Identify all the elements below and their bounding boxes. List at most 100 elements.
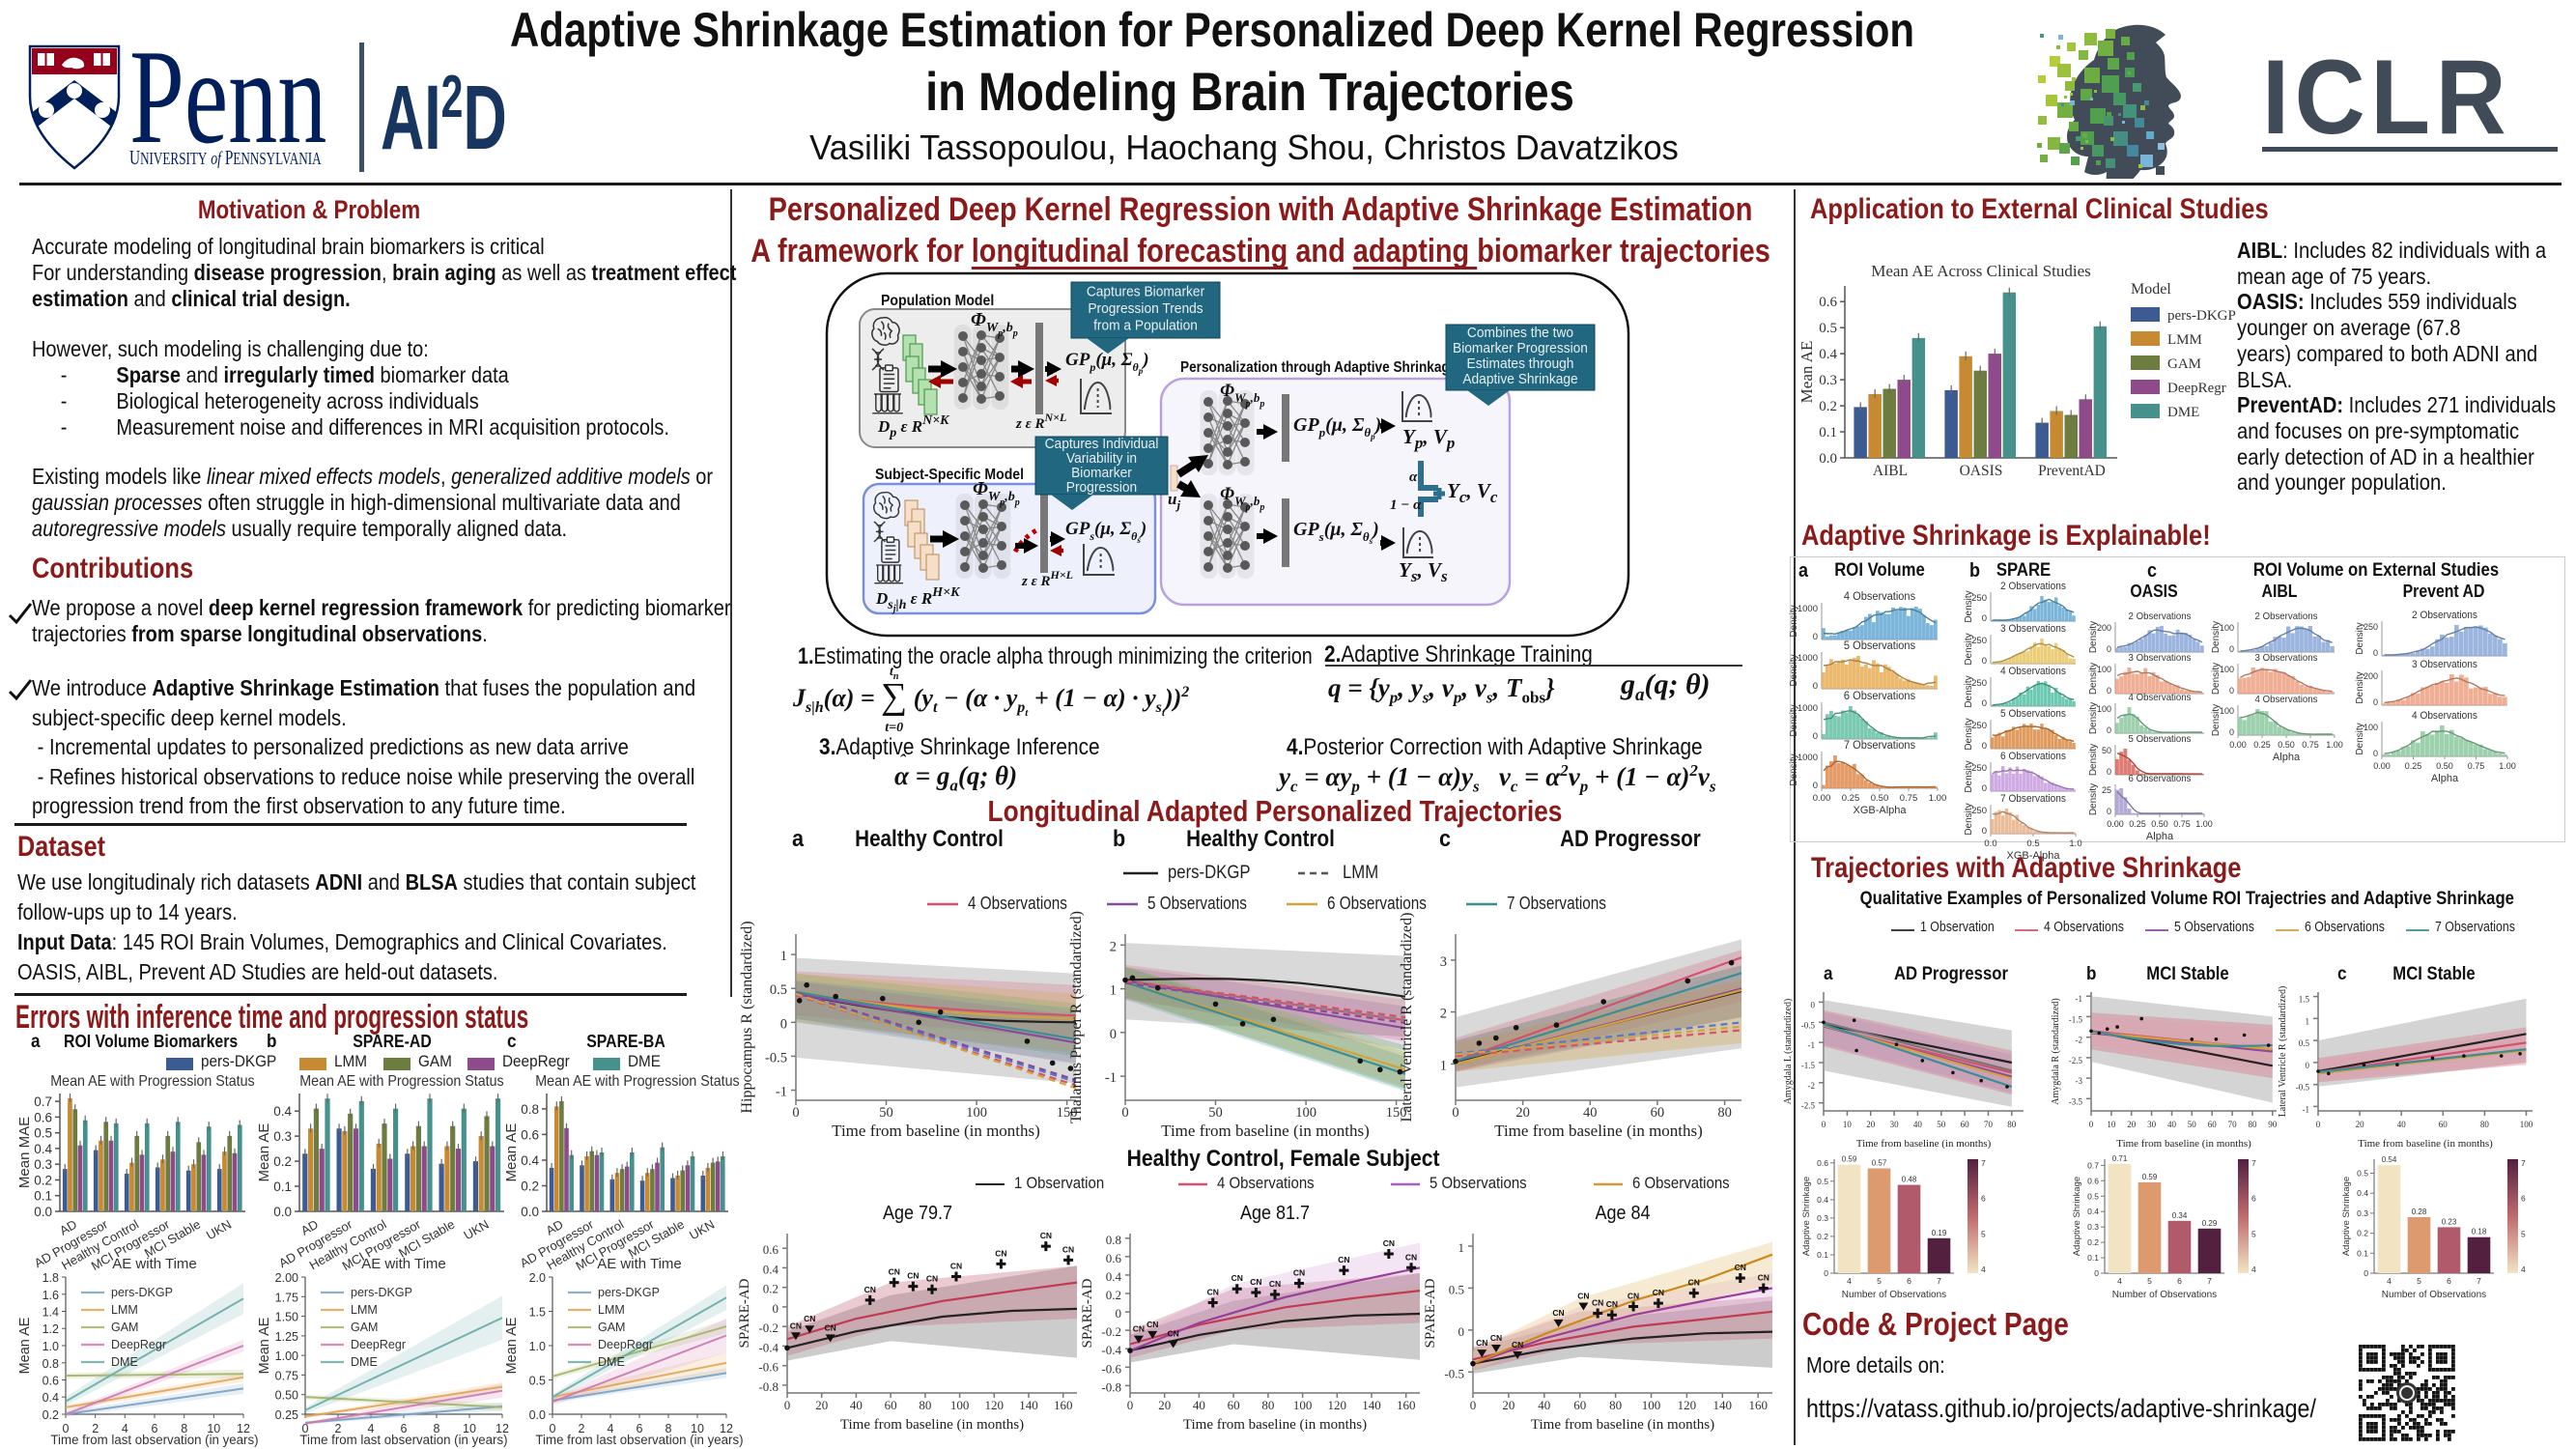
svg-text:CN: CN <box>1293 1268 1305 1278</box>
svg-text:0.50: 0.50 <box>2151 819 2168 829</box>
svg-text:0: 0 <box>2364 1268 2368 1278</box>
svg-text:AE with Time: AE with Time <box>112 1256 197 1272</box>
svg-text:Captures Biomarker: Captures Biomarker <box>1087 283 1205 298</box>
svg-text:6: 6 <box>2521 1194 2526 1204</box>
svg-text:Lateral Ventricle R (standard: Lateral Ventricle R (standardized) <box>2278 986 2288 1118</box>
svg-text:10: 10 <box>207 1422 220 1435</box>
svg-text:0: 0 <box>2229 644 2234 654</box>
svg-text:5: 5 <box>2251 1229 2256 1238</box>
svg-text:5 Observations: 5 Observations <box>1844 640 1915 652</box>
svg-text:3 Observations: 3 Observations <box>2412 659 2477 670</box>
svg-text:-0.5: -0.5 <box>2296 1083 2310 1093</box>
svg-text:100: 100 <box>2364 723 2378 732</box>
svg-text:6: 6 <box>2447 1276 2451 1286</box>
svg-text:0.4: 0.4 <box>1817 1195 1828 1205</box>
svg-text:CN: CN <box>1250 1277 1261 1287</box>
svg-text:0.29: 0.29 <box>2202 1219 2218 1228</box>
svg-text:AE with Time: AE with Time <box>597 1256 682 1272</box>
svg-text:0.4: 0.4 <box>1819 347 1837 362</box>
svg-text:0.50: 0.50 <box>275 1389 298 1403</box>
svg-text:80: 80 <box>1609 1398 1622 1412</box>
svg-text:0.18: 0.18 <box>2472 1228 2487 1236</box>
svg-text:4: 4 <box>368 1422 375 1435</box>
svg-text:CN: CN <box>804 1314 815 1323</box>
svg-text:1.00: 1.00 <box>2195 819 2213 829</box>
svg-text:140: 140 <box>1713 1398 1733 1412</box>
svg-text:0.4: 0.4 <box>2087 1207 2099 1216</box>
svg-text:0.8: 0.8 <box>42 1357 59 1371</box>
svg-text:CN: CN <box>1592 1298 1603 1308</box>
svg-text:200: 200 <box>2097 623 2111 633</box>
svg-text:0: 0 <box>2306 1061 2310 1070</box>
svg-text:0.2: 0.2 <box>1819 399 1837 414</box>
svg-text:Density: Density <box>2355 622 2365 654</box>
svg-text:7 Observations: 7 Observations <box>2000 793 2066 805</box>
svg-text:0: 0 <box>1127 1398 1134 1412</box>
svg-text:0.5: 0.5 <box>2087 1191 2099 1201</box>
svg-text:1.50: 1.50 <box>275 1311 298 1324</box>
svg-text:0: 0 <box>2373 697 2378 707</box>
svg-text:XGB-Alpha: XGB-Alpha <box>2006 850 2060 862</box>
svg-text:CN: CN <box>926 1274 938 1284</box>
svg-text:50: 50 <box>1208 1105 1223 1121</box>
svg-text:12: 12 <box>720 1422 733 1435</box>
svg-text:Mean AE: Mean AE <box>504 1317 520 1374</box>
svg-text:0.00: 0.00 <box>1813 793 1831 804</box>
svg-text:Time from baseline (in months): Time from baseline (in months) <box>1494 1122 1703 1140</box>
svg-text:Adaptive Shrinkage: Adaptive Shrinkage <box>1462 371 1577 386</box>
svg-text:Thalamus Proper R (standardize: Thalamus Proper R (standardized) <box>1068 911 1085 1123</box>
svg-text:6 Observations: 6 Observations <box>2000 751 2066 762</box>
svg-text:1000: 1000 <box>1798 604 1818 614</box>
svg-text:Time from last observation (in: Time from last observation (in years) <box>299 1433 507 1447</box>
svg-text:0.25: 0.25 <box>2253 740 2271 750</box>
svg-text:Hippocampus R (standardized): Hippocampus R (standardized) <box>739 921 755 1113</box>
svg-text:Number of Observations: Number of Observations <box>2112 1290 2217 1300</box>
svg-text:0.5: 0.5 <box>2299 1038 2310 1048</box>
svg-text:1: 1 <box>1110 983 1117 999</box>
svg-text:7: 7 <box>1981 1158 1986 1168</box>
svg-text:-0.4: -0.4 <box>758 1340 778 1354</box>
svg-text:Density: Density <box>1789 753 1799 785</box>
svg-text:40: 40 <box>1913 1120 1923 1129</box>
svg-text:0.0: 0.0 <box>529 1408 546 1422</box>
svg-text:2: 2 <box>335 1422 342 1435</box>
svg-text:120: 120 <box>1328 1398 1347 1412</box>
svg-text:0.59: 0.59 <box>2142 1173 2158 1181</box>
svg-text:CN: CN <box>1146 1320 1158 1329</box>
svg-text:0.5: 0.5 <box>1449 1282 1464 1296</box>
svg-text:0.3: 0.3 <box>34 1157 52 1172</box>
svg-text:CN: CN <box>1405 1252 1417 1262</box>
svg-text:6: 6 <box>2177 1276 2182 1286</box>
svg-text:0: 0 <box>2373 749 2378 758</box>
svg-text:Biomarker Progression: Biomarker Progression <box>1453 340 1588 355</box>
svg-text:60: 60 <box>2439 1120 2449 1129</box>
svg-text:0: 0 <box>1982 698 1987 709</box>
svg-text:0.28: 0.28 <box>2412 1208 2427 1216</box>
svg-text:Yp, Vp: Yp, Vp <box>1402 425 1455 452</box>
svg-text:CN: CN <box>1552 1308 1564 1318</box>
svg-text:6: 6 <box>152 1422 158 1435</box>
svg-text:CN: CN <box>1476 1338 1487 1348</box>
svg-text:Mean MAE: Mean MAE <box>16 1117 33 1188</box>
svg-text:-0.2: -0.2 <box>1101 1324 1121 1339</box>
svg-text:CN: CN <box>864 1285 876 1294</box>
svg-text:0: 0 <box>1822 1120 1826 1129</box>
svg-text:1.4: 1.4 <box>42 1306 59 1320</box>
svg-text:Mean AE Across Clinical Studie: Mean AE Across Clinical Studies <box>1871 262 2091 280</box>
svg-text:0.5: 0.5 <box>1819 321 1837 336</box>
svg-text:6: 6 <box>401 1422 408 1435</box>
svg-text:8: 8 <box>434 1422 440 1435</box>
svg-text:0.2: 0.2 <box>2087 1237 2099 1247</box>
svg-text:0.4: 0.4 <box>521 1153 539 1168</box>
svg-text:0.5: 0.5 <box>34 1126 52 1141</box>
svg-text:100: 100 <box>2520 1120 2534 1129</box>
svg-text:DME: DME <box>351 1355 378 1369</box>
svg-text:80: 80 <box>2249 1120 2258 1129</box>
svg-text:0.75: 0.75 <box>1900 793 1918 804</box>
svg-text:0: 0 <box>2107 767 2111 777</box>
svg-text:0: 0 <box>1811 1000 1816 1009</box>
svg-text:6: 6 <box>1981 1194 1986 1204</box>
svg-text:0: 0 <box>1824 1268 1828 1278</box>
svg-text:4 Observations: 4 Observations <box>2129 693 2192 703</box>
svg-text:Ys, Vs: Ys, Vs <box>1399 558 1448 585</box>
